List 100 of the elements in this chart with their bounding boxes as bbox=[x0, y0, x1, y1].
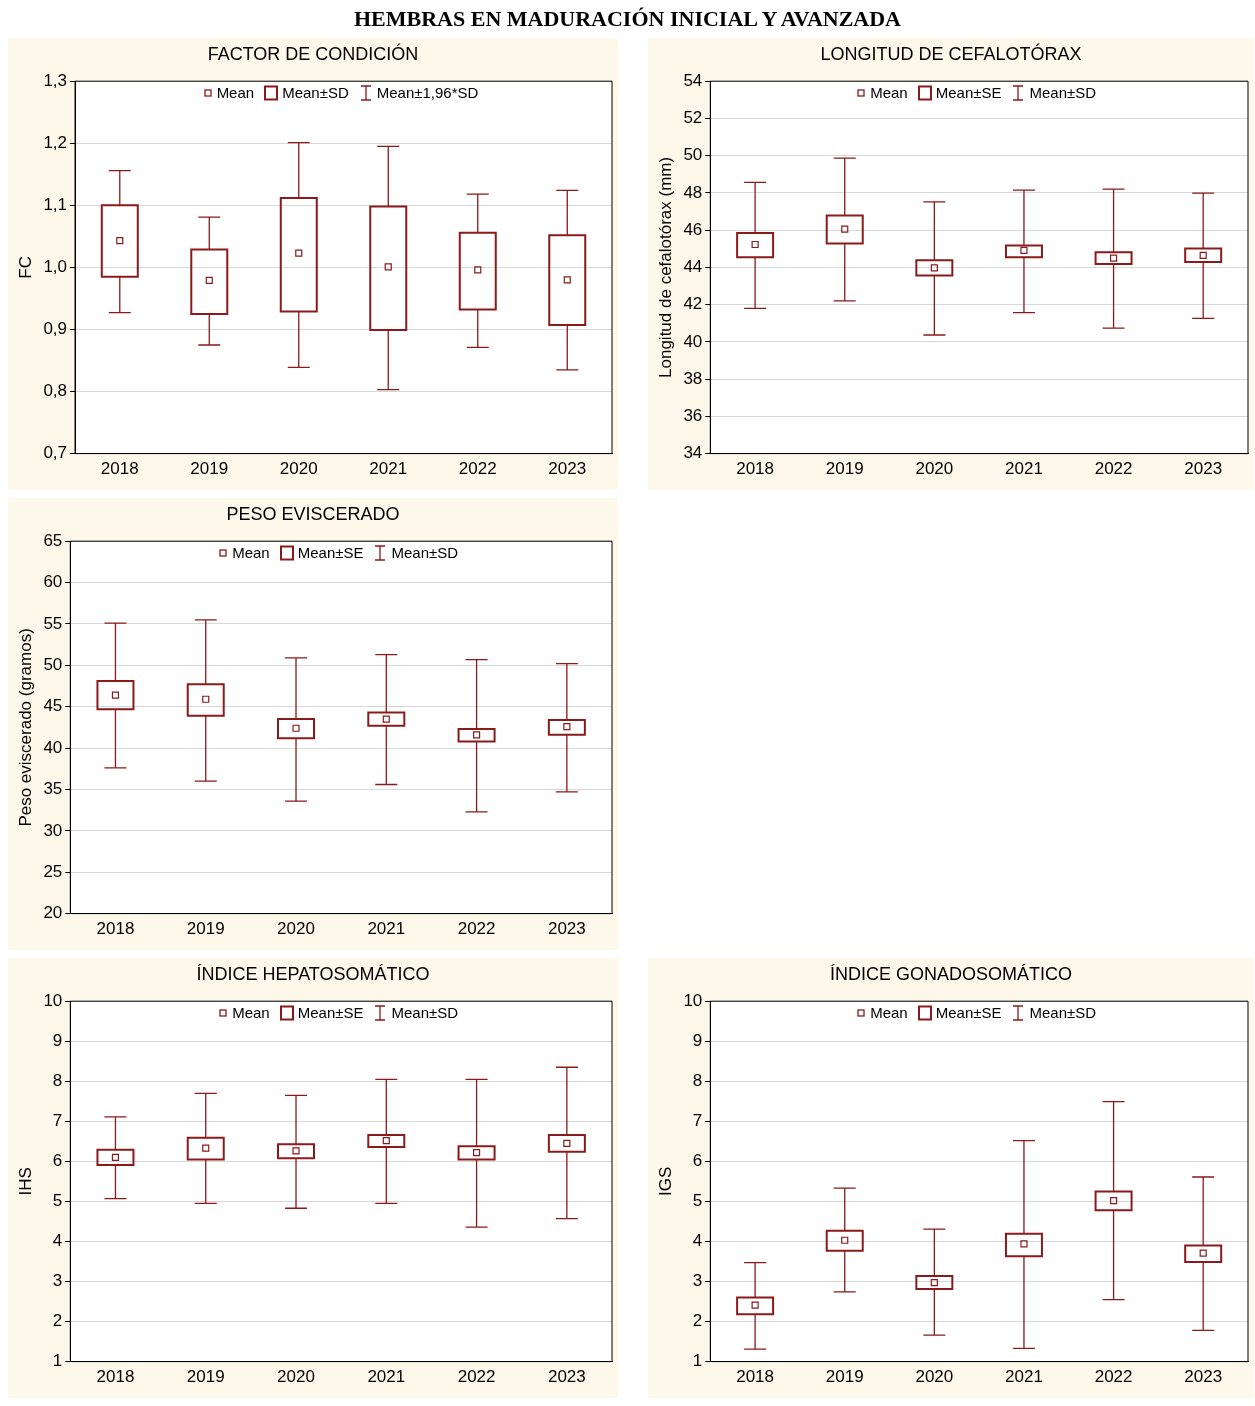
x-tick-label: 2021 bbox=[367, 1367, 406, 1387]
y-axis-title: IGS bbox=[655, 1166, 675, 1197]
y-tick-label: 4 bbox=[52, 1231, 63, 1251]
y-tick-label: 1,0 bbox=[43, 257, 68, 277]
y-tick-label: 45 bbox=[43, 696, 63, 716]
x-tick-label: 2020 bbox=[279, 459, 318, 479]
x-tick-label: 2019 bbox=[825, 459, 864, 479]
chart-subtitle: ÍNDICE GONADOSOMÁTICO bbox=[829, 963, 1073, 986]
x-tick-label: 2023 bbox=[547, 919, 586, 939]
y-tick-label: 1,1 bbox=[43, 195, 68, 215]
x-tick-label: 2021 bbox=[1005, 459, 1043, 479]
annotation: Mean±SE bbox=[935, 84, 1002, 101]
y-tick-label: 9 bbox=[692, 1030, 703, 1050]
annotation: Mean bbox=[232, 544, 270, 561]
y-tick-label: 7 bbox=[692, 1111, 703, 1131]
x-tick-label: 2021 bbox=[369, 459, 408, 479]
annotation: Mean bbox=[870, 84, 908, 101]
annotation: Mean±1,96*SD bbox=[376, 84, 479, 101]
x-tick-label: 2023 bbox=[548, 459, 587, 479]
y-tick-label: 10 bbox=[683, 990, 703, 1010]
x-tick-label: 2020 bbox=[277, 919, 315, 939]
y-tick-label: 4 bbox=[692, 1231, 703, 1251]
x-tick-label: 2022 bbox=[1094, 1367, 1133, 1387]
y-tick-label: 1 bbox=[52, 1351, 63, 1371]
y-tick-label: 35 bbox=[43, 779, 63, 799]
chart-title: HEMBRAS EN MADURACIÓN INICIAL Y AVANZADA bbox=[353, 6, 902, 32]
x-tick-label: 2020 bbox=[915, 459, 954, 479]
y-tick-label: 5 bbox=[692, 1191, 703, 1211]
y-tick-label: 40 bbox=[683, 331, 703, 351]
y-tick-label: 1,2 bbox=[43, 132, 68, 152]
y-tick-label: 3 bbox=[692, 1271, 703, 1291]
x-tick-label: 2018 bbox=[96, 919, 135, 939]
y-tick-label: 38 bbox=[683, 368, 703, 388]
y-tick-label: 0,9 bbox=[43, 319, 68, 339]
y-tick-label: 20 bbox=[43, 903, 63, 923]
y-tick-label: 55 bbox=[43, 613, 63, 633]
annotation: Mean±SD bbox=[391, 1004, 459, 1021]
x-tick-label: 2019 bbox=[186, 1367, 225, 1387]
x-tick-label: 2022 bbox=[458, 459, 497, 479]
x-tick-label: 2018 bbox=[100, 459, 139, 479]
x-tick-label: 2019 bbox=[190, 459, 229, 479]
chart-subtitle: PESO EVISCERADO bbox=[225, 503, 401, 526]
y-tick-label: 36 bbox=[683, 406, 703, 426]
x-tick-label: 2022 bbox=[457, 919, 496, 939]
y-tick-label: 50 bbox=[43, 655, 63, 675]
x-tick-label: 2022 bbox=[1094, 459, 1133, 479]
annotation: Mean±SD bbox=[282, 84, 349, 101]
x-tick-label: 2019 bbox=[186, 919, 225, 939]
annotation: Mean±SE bbox=[297, 1004, 364, 1021]
y-tick-label: 2 bbox=[692, 1311, 703, 1331]
annotation: Mean±SE bbox=[297, 544, 364, 561]
y-tick-label: 8 bbox=[692, 1070, 703, 1090]
y-tick-label: 52 bbox=[683, 108, 703, 128]
chart-subtitle: ÍNDICE HEPATOSOMÁTICO bbox=[195, 963, 431, 986]
y-axis-title: IHS bbox=[15, 1167, 35, 1196]
x-tick-label: 2020 bbox=[277, 1367, 315, 1387]
y-tick-label: 44 bbox=[683, 257, 703, 277]
annotation: Mean±SE bbox=[935, 1004, 1002, 1021]
chart-subtitle: FACTOR DE CONDICIÓN bbox=[206, 42, 420, 66]
x-tick-label: 2021 bbox=[367, 919, 406, 939]
y-tick-label: 50 bbox=[683, 145, 703, 165]
x-tick-label: 2018 bbox=[96, 1367, 135, 1387]
annotation: Mean bbox=[216, 84, 255, 101]
x-tick-label: 2018 bbox=[736, 459, 775, 479]
annotation: Mean bbox=[232, 1004, 270, 1021]
y-tick-label: 6 bbox=[52, 1151, 63, 1171]
y-tick-label: 3 bbox=[52, 1271, 63, 1291]
y-tick-label: 60 bbox=[43, 572, 63, 592]
y-tick-label: 65 bbox=[43, 530, 63, 550]
y-tick-label: 6 bbox=[692, 1151, 703, 1171]
annotation: Mean±SD bbox=[391, 544, 459, 561]
x-tick-label: 2023 bbox=[1184, 459, 1223, 479]
x-tick-label: 2022 bbox=[457, 1367, 496, 1387]
y-tick-label: 42 bbox=[683, 294, 703, 314]
y-tick-label: 7 bbox=[52, 1111, 63, 1131]
annotation: Mean bbox=[870, 1004, 908, 1021]
chart-subtitle: LONGITUD DE CEFALOTÓRAX bbox=[819, 42, 1083, 66]
x-tick-label: 2020 bbox=[915, 1367, 954, 1387]
y-tick-label: 10 bbox=[43, 990, 63, 1010]
annotation: Mean±SD bbox=[1029, 84, 1097, 101]
x-tick-label: 2019 bbox=[825, 1367, 864, 1387]
x-tick-label: 2023 bbox=[547, 1367, 586, 1387]
y-tick-label: 25 bbox=[43, 861, 63, 881]
x-tick-label: 2021 bbox=[1005, 1367, 1043, 1387]
y-tick-label: 46 bbox=[683, 219, 703, 239]
y-axis-title: Peso eviscerado (gramos) bbox=[15, 628, 35, 827]
y-tick-label: 0,8 bbox=[43, 381, 68, 401]
y-tick-label: 5 bbox=[52, 1191, 63, 1211]
y-tick-label: 48 bbox=[683, 182, 703, 202]
y-tick-label: 0,7 bbox=[43, 443, 68, 463]
x-tick-label: 2018 bbox=[736, 1367, 775, 1387]
y-tick-label: 34 bbox=[683, 443, 703, 463]
y-tick-label: 1,3 bbox=[43, 70, 68, 90]
y-axis-title: Longitud de cefalotórax (mm) bbox=[655, 156, 675, 378]
y-axis-title: FC bbox=[15, 256, 35, 279]
x-tick-label: 2023 bbox=[1184, 1367, 1223, 1387]
y-tick-label: 2 bbox=[52, 1311, 63, 1331]
y-tick-label: 40 bbox=[43, 737, 63, 757]
y-tick-label: 1 bbox=[692, 1351, 703, 1371]
annotation: Mean±SD bbox=[1029, 1004, 1097, 1021]
